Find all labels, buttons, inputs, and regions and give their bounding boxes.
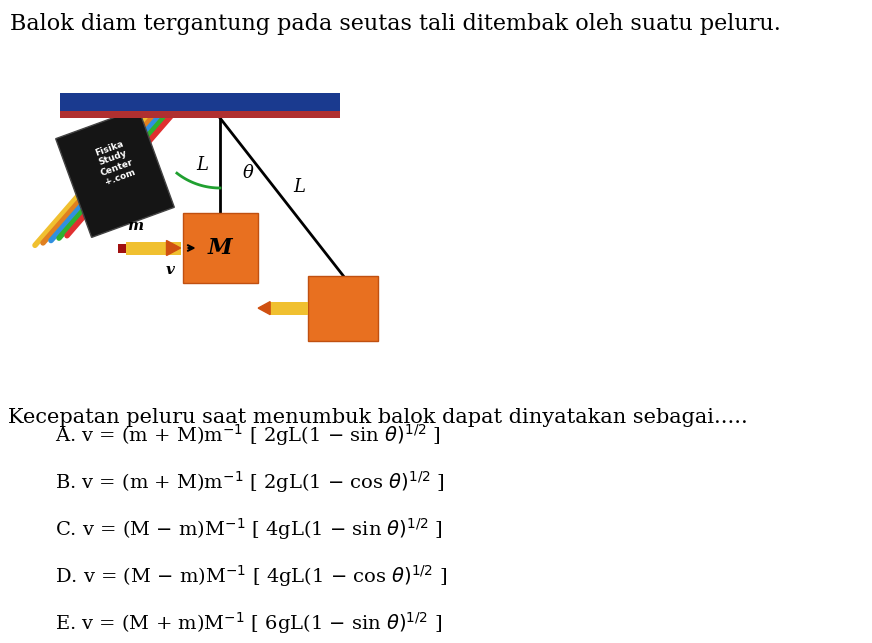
Text: L: L bbox=[196, 156, 208, 174]
Text: E. v = (M + m)M$^{-1}$ [ 6gL(1 $-$ sin $\theta)^{1/2}$ ]: E. v = (M + m)M$^{-1}$ [ 6gL(1 $-$ sin $… bbox=[55, 610, 442, 636]
Bar bbox=[60, 111, 340, 118]
Text: Balok diam tergantung pada seutas tali ditembak oleh suatu peluru.: Balok diam tergantung pada seutas tali d… bbox=[10, 13, 780, 35]
Text: D. v = (M $-$ m)M$^{-1}$ [ 4gL(1 $-$ cos $\theta)^{1/2}$ ]: D. v = (M $-$ m)M$^{-1}$ [ 4gL(1 $-$ cos… bbox=[55, 563, 447, 589]
Text: θ: θ bbox=[242, 164, 254, 182]
Text: B. v = (m + M)m$^{-1}$ [ 2gL(1 $-$ cos $\theta)^{1/2}$ ]: B. v = (m + M)m$^{-1}$ [ 2gL(1 $-$ cos $… bbox=[55, 469, 445, 495]
Bar bbox=[126, 242, 181, 255]
Text: A. v = (m + M)m$^{-1}$ [ 2gL(1 $-$ sin $\theta)^{1/2}$ ]: A. v = (m + M)m$^{-1}$ [ 2gL(1 $-$ sin $… bbox=[55, 422, 440, 448]
Text: m: m bbox=[127, 219, 144, 233]
Bar bbox=[182, 213, 257, 283]
Text: v: v bbox=[166, 263, 175, 277]
Text: Kecepatan peluru saat menumbuk balok dapat dinyatakan sebagai.....: Kecepatan peluru saat menumbuk balok dap… bbox=[8, 408, 748, 427]
Bar bbox=[56, 109, 174, 237]
Polygon shape bbox=[258, 302, 270, 314]
Text: C. v = (M $-$ m)M$^{-1}$ [ 4gL(1 $-$ sin $\theta)^{1/2}$ ]: C. v = (M $-$ m)M$^{-1}$ [ 4gL(1 $-$ sin… bbox=[55, 516, 443, 542]
Bar bbox=[308, 276, 378, 341]
Bar bbox=[118, 244, 126, 253]
Text: Fisika
Study
Center
+.com: Fisika Study Center +.com bbox=[92, 138, 138, 188]
Text: L: L bbox=[294, 178, 305, 196]
Polygon shape bbox=[167, 240, 181, 255]
Bar bbox=[60, 93, 340, 111]
Bar bbox=[270, 302, 308, 314]
Text: M: M bbox=[208, 237, 232, 259]
